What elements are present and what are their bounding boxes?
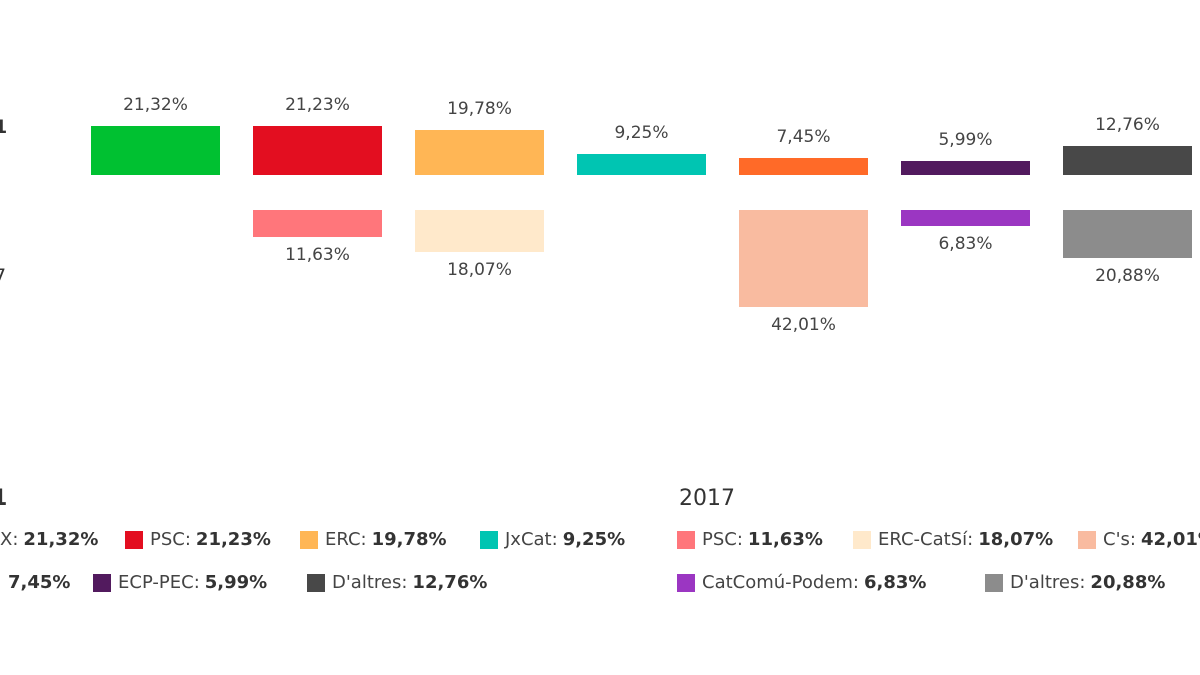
legend-item: CatComú-Podem: 6,83% (677, 572, 926, 593)
legend-swatch (480, 530, 498, 549)
bar-value-label: 19,78% (447, 98, 512, 119)
legend-value: 18,07% (978, 529, 1054, 550)
bar-top (91, 125, 220, 175)
bar-value-label: 21,32% (123, 94, 188, 115)
legend-item: D'altres: 12,76% (307, 572, 487, 593)
bar-value-label: 9,25% (614, 122, 669, 143)
bar-value-label: 7,45% (776, 126, 831, 147)
bar-top (1063, 145, 1192, 175)
legend-value: 42,01% (1140, 529, 1200, 550)
legend-label: C's: (1103, 529, 1136, 550)
bar-bottom (415, 210, 544, 252)
legend-swatch (677, 573, 695, 592)
legend-item: D'altres: 20,88% (985, 572, 1165, 593)
bar-top (253, 126, 382, 175)
legend-label: D'altres: (332, 572, 408, 593)
legend-swatch (307, 573, 325, 592)
legend-item: PSC: 11,63% (677, 529, 823, 550)
bar-value-label: 42,01% (771, 314, 836, 335)
bar-value-label: 6,83% (938, 233, 993, 254)
legend-value: 20,88% (1090, 572, 1166, 593)
legend-item: PSC: 21,23% (125, 529, 271, 550)
legend-value: 6,83% (864, 572, 927, 593)
legend-item: ERC: 19,78% (300, 529, 447, 550)
legend-value: 5,99% (204, 572, 268, 593)
legend-title-bottom: 2017 (679, 486, 735, 511)
legend-value: 21,32% (23, 529, 99, 550)
bar-bottom (1063, 210, 1192, 259)
bar-top (577, 153, 706, 175)
legend-label: ERC: (325, 529, 367, 550)
legend-label: X: (0, 529, 19, 550)
legend-label: ECP-PEC: (118, 572, 200, 593)
bar-value-label: 21,23% (285, 95, 350, 116)
legend-value: 7,45% (8, 572, 71, 593)
bar-top (415, 129, 544, 175)
legend-value: 9,25% (562, 529, 626, 550)
legend-swatch (677, 530, 695, 549)
legend-label: JxCat: (505, 529, 558, 550)
legend-label: PSC: (702, 529, 743, 550)
bar-top (739, 157, 868, 175)
bar-value-label: 5,99% (938, 130, 993, 151)
bar-top (901, 161, 1030, 175)
bar-bottom (901, 210, 1030, 226)
legend-label: D'altres: (1010, 572, 1086, 593)
legend-value: 11,63% (747, 529, 823, 550)
legend-title-top: 1 (0, 486, 7, 511)
bar-value-label: 12,76% (1095, 114, 1160, 135)
legend-item: ERC-CatSí: 18,07% (853, 529, 1053, 550)
legend-value: 19,78% (371, 529, 447, 550)
legend-swatch (300, 530, 318, 549)
legend-swatch (853, 530, 871, 549)
legend-swatch (1078, 530, 1096, 549)
legend-value: 12,76% (412, 572, 488, 593)
legend-label: CatComú-Podem: (702, 572, 859, 593)
bar-bottom (253, 210, 382, 237)
legend-swatch (125, 530, 143, 549)
legend-label: ERC-CatSí: (878, 529, 974, 550)
bar-value-label: 20,88% (1095, 266, 1160, 287)
legend-label: PSC: (150, 529, 191, 550)
legend-item: X: 21,32% (0, 529, 98, 550)
bar-value-label: 18,07% (447, 259, 512, 280)
row-label-bottom: 7 (0, 265, 7, 287)
bar-value-label: 11,63% (285, 244, 350, 265)
legend-item: ECP-PEC: 5,99% (93, 572, 267, 593)
row-label-top: 1 (0, 116, 8, 138)
legend-swatch (985, 573, 1003, 592)
legend-item: 7,45% (8, 572, 70, 593)
bar-bottom (739, 210, 868, 307)
legend-swatch (93, 573, 111, 592)
legend-value: 21,23% (195, 529, 271, 550)
legend-item: JxCat: 9,25% (480, 529, 625, 550)
legend-item: C's:42,01% (1078, 529, 1200, 550)
